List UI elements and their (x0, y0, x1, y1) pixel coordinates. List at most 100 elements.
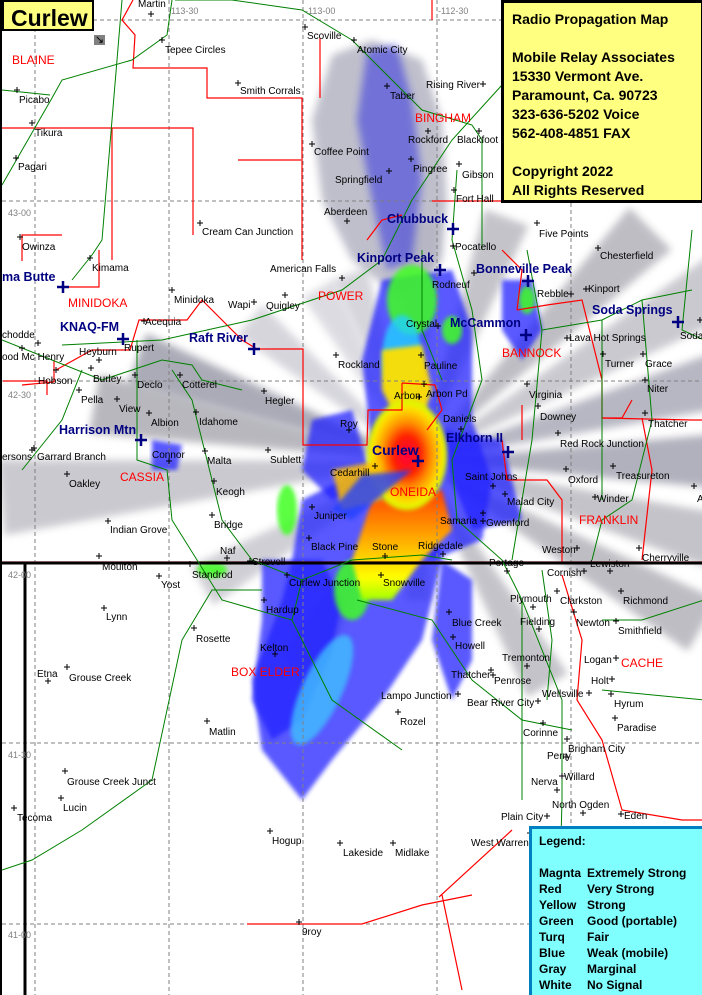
town-marker-icon (564, 736, 570, 742)
legend-item: Yellow Strong (539, 897, 702, 913)
town-marker-icon (384, 83, 390, 89)
town-label: Oakley (69, 479, 101, 490)
town-label: Curlew Junction (289, 578, 361, 589)
town-label: Gwenford (486, 518, 530, 529)
strong-coverage-area (382, 345, 432, 420)
legend-meaning: Marginal (587, 962, 637, 976)
town-marker-icon (101, 605, 107, 611)
town-label: Juniper (314, 511, 347, 522)
town-label: 9roy (302, 927, 322, 938)
transmitter-site-label[interactable]: KNAQ-FM (60, 320, 120, 334)
town-label: Naf (220, 546, 236, 557)
town-marker-icon (476, 128, 482, 134)
town-label: Lucin (63, 803, 87, 814)
transmitter-site-label[interactable]: Soda Springs (592, 303, 673, 317)
town-label: Hyrum (614, 699, 644, 710)
transmitter-site-label[interactable]: Raft River (189, 331, 249, 345)
town-label: Malta (207, 456, 232, 467)
town-label: Arbon Pd (426, 389, 468, 400)
site-title: Curlew (2, 0, 94, 31)
town-label: Standrod (192, 570, 233, 581)
town-marker-icon (204, 718, 210, 724)
town-label: Eden (624, 811, 648, 822)
town-label: Oxford (568, 475, 599, 486)
town-marker-icon (251, 299, 257, 305)
town-marker-icon (451, 187, 457, 193)
county-boundary (63, 250, 100, 288)
town-label: ood Mc Henry (2, 352, 65, 363)
town-marker-icon (159, 37, 165, 43)
town-marker-icon (261, 597, 267, 603)
county-label: BLAINE (12, 53, 55, 67)
transmitter-site-icon (447, 223, 459, 235)
town-marker-icon (58, 795, 64, 801)
town-label: Midlake (395, 848, 430, 859)
town-label: Downey (540, 412, 577, 423)
town-label: Rockland (338, 360, 380, 371)
town-marker-icon (372, 463, 378, 469)
arrow-icon[interactable]: ↘ (94, 34, 105, 46)
coverage-layer (2, 40, 702, 800)
town-label: Black Pine (311, 542, 359, 553)
town-label: Malad City (507, 497, 555, 508)
transmitter-site-label[interactable]: Kinport Peak (357, 251, 435, 265)
legend-color-name: Red (539, 882, 562, 896)
town-label: Daniels (443, 414, 477, 425)
transmitter-site-label[interactable]: Bonneville Peak (476, 262, 572, 276)
town-marker-icon (114, 396, 120, 402)
county-boundary (641, 417, 653, 561)
town-marker-icon (17, 234, 23, 240)
town-marker-icon (609, 676, 615, 682)
info-line: 323-636-5202 Voice (512, 106, 640, 122)
transmitter-site-label[interactable]: Harrison Mtn (59, 423, 137, 437)
town-label: Quigley (266, 301, 300, 312)
town-marker-icon (640, 351, 646, 357)
transmitter-site-label[interactable]: McCammon (450, 316, 521, 330)
weak-coverage-shadow (332, 470, 412, 520)
town-label: Hardup (266, 605, 299, 616)
legend-item: Blue Weak (mobile) (539, 945, 702, 961)
town-marker-icon (166, 458, 172, 464)
town-label: Perry (547, 751, 571, 762)
road (602, 600, 702, 621)
town-label: Indian Grove (110, 525, 168, 536)
transmitter-site-label[interactable]: Elkhorn II (446, 431, 503, 445)
town-marker-icon (564, 335, 570, 341)
fair-coverage-area (290, 634, 354, 746)
county-boundary (438, 829, 513, 898)
town-label: Paradise (617, 723, 657, 734)
town-marker-icon (386, 168, 392, 174)
legend: Legend: Magnta Extremely Strong Red Very St… (529, 826, 702, 995)
county-boundary (247, 894, 473, 925)
town-label: Owinza (22, 242, 56, 253)
town-label: ersons (2, 452, 33, 463)
road (2, 339, 243, 391)
town-label: Lava Hot Springs (569, 333, 646, 344)
transmitter-site-label[interactable]: Chubbuck (387, 212, 449, 226)
town-marker-icon (425, 128, 431, 134)
town-label: Keogh (216, 487, 245, 498)
town-marker-icon (202, 448, 208, 454)
town-label: Red Rock Junction (560, 439, 644, 450)
town-marker-icon (488, 667, 494, 673)
legend-meaning: Very Strong (587, 882, 655, 896)
town-marker-icon (636, 545, 642, 551)
town-label: Pocatello (455, 242, 497, 253)
town-marker-icon (390, 840, 396, 846)
transmitter-site-label[interactable]: Curlew (372, 442, 419, 458)
weak-coverage-area (252, 560, 342, 740)
transmitter-site-label[interactable]: ma Butte (2, 270, 56, 284)
marginal-coverage-fan (418, 435, 702, 487)
county-label: ONEIDA (390, 485, 437, 499)
town-label: Declo (137, 380, 163, 391)
grid-coordinate-label: 41-00 (8, 930, 32, 940)
town-marker-icon (490, 672, 496, 678)
town-label: Rupert (124, 343, 155, 354)
transmitter-site-icon (135, 434, 147, 446)
county-boundary (21, 381, 55, 386)
town-marker-icon (96, 357, 102, 363)
legend-meaning: Extremely Strong (587, 866, 687, 880)
town-marker-icon (455, 691, 461, 697)
